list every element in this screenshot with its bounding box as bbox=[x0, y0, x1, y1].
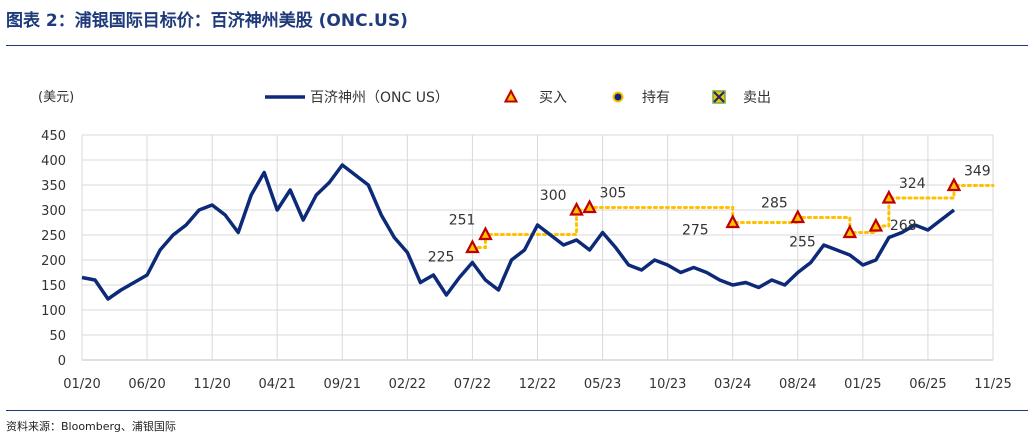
legend-hold-swatch bbox=[612, 91, 624, 103]
x-tick-label: 05/23 bbox=[584, 377, 621, 392]
buy-marker bbox=[842, 224, 858, 239]
legend-label: 买入 bbox=[539, 90, 567, 106]
x-tick-label: 01/20 bbox=[63, 377, 100, 392]
target-value-label: 251 bbox=[449, 213, 476, 229]
y-tick-label: 300 bbox=[41, 204, 66, 219]
grid-lines bbox=[81, 134, 994, 361]
buy-marker bbox=[582, 199, 597, 214]
x-tick-label: 07/22 bbox=[454, 377, 491, 392]
legend: 百济神州（ONC US） 买入 持有 卖出 bbox=[265, 88, 771, 106]
y-tick-label: 450 bbox=[41, 129, 66, 144]
price-line bbox=[81, 163, 956, 301]
source-rule bbox=[6, 410, 1028, 411]
target-value-label: 300 bbox=[540, 188, 567, 204]
target-value-label: 349 bbox=[964, 164, 991, 180]
y-tick-label: 150 bbox=[41, 279, 66, 294]
legend-sell-cross bbox=[713, 91, 725, 103]
x-tick-label: 02/22 bbox=[389, 377, 426, 392]
x-tick-label: 12/22 bbox=[519, 377, 556, 392]
x-tick-label: 06/25 bbox=[909, 377, 946, 392]
target-value-label: 255 bbox=[789, 235, 816, 251]
x-tick-label: 01/25 bbox=[844, 377, 881, 392]
y-unit-label: (美元) bbox=[38, 90, 74, 105]
y-tick-label: 0 bbox=[58, 354, 66, 369]
x-axis-ticks: 01/20 06/20 11/20 04/21 09/21 02/22 07/22 12/22… bbox=[63, 377, 1011, 392]
target-value-label: 275 bbox=[682, 223, 709, 239]
target-value-label: 324 bbox=[899, 176, 926, 192]
figure-title: 图表 2：浦银国际目标价：百济神州美股 (ONC.US) bbox=[6, 11, 408, 31]
buy-marker bbox=[881, 189, 897, 204]
legend-label: 卖出 bbox=[743, 90, 771, 106]
buy-marker bbox=[478, 226, 493, 241]
buy-marker bbox=[790, 209, 806, 224]
y-tick-label: 200 bbox=[41, 254, 66, 269]
target-value-label: 268 bbox=[890, 218, 917, 234]
x-tick-label: 09/21 bbox=[324, 377, 361, 392]
x-tick-label: 04/21 bbox=[258, 377, 295, 392]
y-tick-label: 400 bbox=[41, 154, 66, 169]
x-tick-label: 10/23 bbox=[649, 377, 686, 392]
x-tick-label: 11/25 bbox=[974, 377, 1011, 392]
price-target-chart: (美元) 0 50 100 150 200 250 300 350 400 450 01/20 06… bbox=[38, 88, 1012, 392]
buy-marker bbox=[868, 217, 884, 232]
y-tick-label: 250 bbox=[41, 229, 66, 244]
y-tick-label: 100 bbox=[41, 304, 66, 319]
legend-buy-swatch bbox=[503, 88, 519, 103]
x-tick-label: 11/20 bbox=[193, 377, 230, 392]
buy-marker bbox=[725, 214, 741, 229]
y-tick-label: 50 bbox=[49, 329, 66, 344]
title-rule bbox=[6, 45, 1028, 46]
buy-marker bbox=[569, 201, 584, 216]
price-series bbox=[81, 163, 956, 301]
target-value-label: 305 bbox=[600, 186, 627, 202]
buy-marker bbox=[465, 239, 480, 254]
y-tick-label: 350 bbox=[41, 179, 66, 194]
x-tick-label: 06/20 bbox=[128, 377, 165, 392]
x-tick-label: 08/24 bbox=[779, 377, 816, 392]
source-note: 资料来源：Bloomberg、浦银国际 bbox=[6, 420, 176, 433]
buy-marker bbox=[946, 177, 962, 192]
legend-label: 持有 bbox=[642, 90, 670, 106]
rating-markers: 225 251 300 305 275 285 255 268 324 349 bbox=[428, 164, 991, 266]
y-axis-ticks: 0 50 100 150 200 250 300 350 400 450 bbox=[41, 129, 66, 369]
x-tick-label: 03/24 bbox=[714, 377, 751, 392]
target-value-label: 225 bbox=[428, 250, 455, 266]
target-value-label: 285 bbox=[761, 196, 788, 212]
legend-label: 百济神州（ONC US） bbox=[310, 90, 449, 106]
